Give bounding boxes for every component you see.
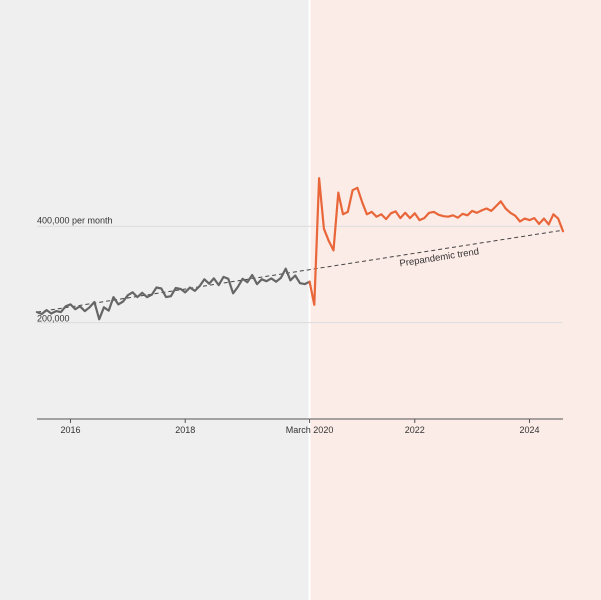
series-lines <box>35 177 565 321</box>
y-label-400000: 400,000 per month <box>37 215 113 225</box>
pandemic-series-line <box>308 177 565 306</box>
pandemic-background <box>309 0 601 600</box>
x-tick-label-2022: 2022 <box>405 425 425 435</box>
y-label-200000: 200,000 <box>37 314 70 324</box>
x-axis-ticks: 2016 2018 March 2020 2022 2024 <box>60 419 540 435</box>
prepandemic-trend-line <box>36 229 564 313</box>
x-tick-label-2024: 2024 <box>520 425 540 435</box>
x-tick-label-2018: 2018 <box>175 425 195 435</box>
prepandemic-background <box>0 0 310 600</box>
x-tick-label-2016: 2016 <box>60 425 80 435</box>
prepandemic-series-line <box>35 267 311 321</box>
gridlines: 200,000 400,000 per month <box>37 215 563 324</box>
x-tick-label-march-2020: March 2020 <box>286 425 334 435</box>
